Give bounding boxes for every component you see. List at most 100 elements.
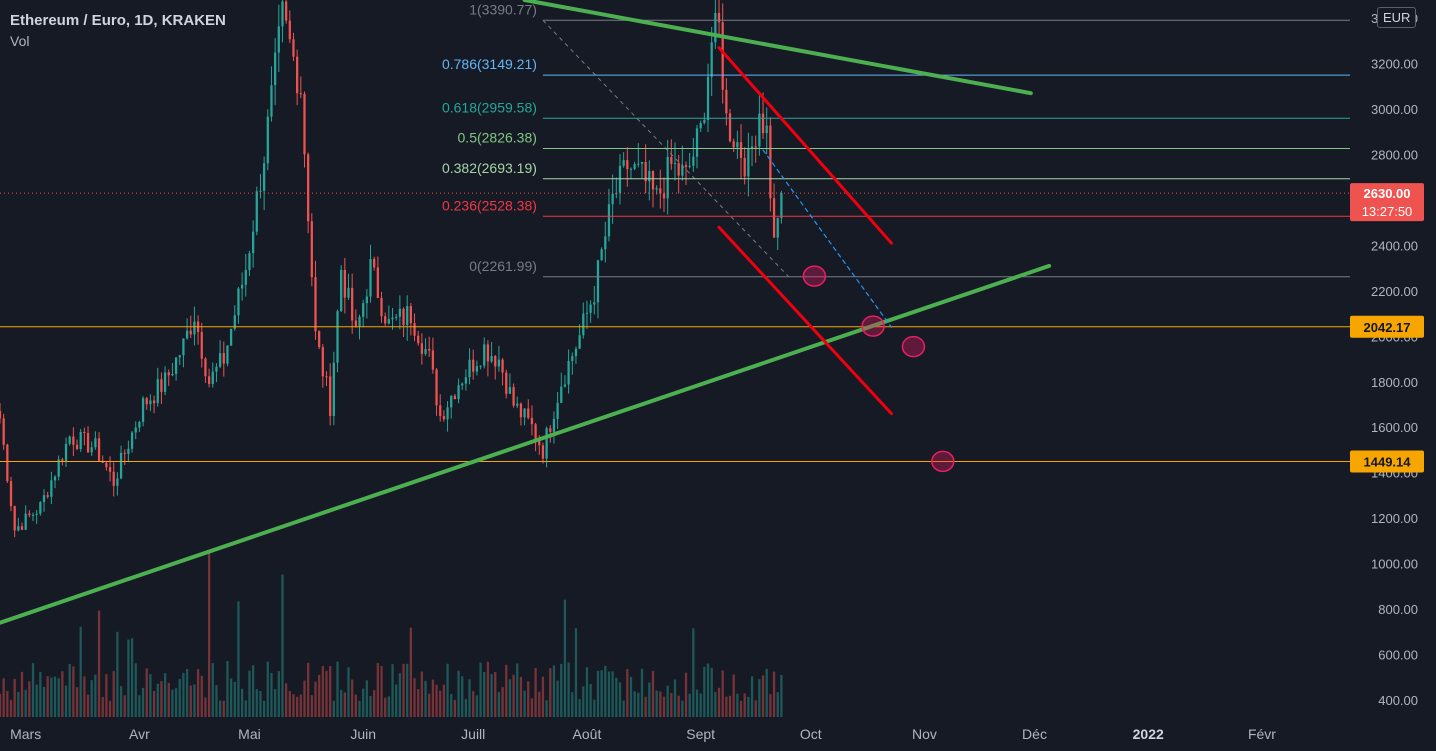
volume-bar [204,697,207,717]
candle-body [776,218,779,238]
volume-bar [318,674,321,717]
volume-bar [615,677,618,717]
target-circle-marker [861,315,885,337]
volume-bar [229,678,233,717]
candle-body [277,26,280,53]
volume-bar [527,681,530,717]
candle-body [285,1,288,21]
volume-bar [585,667,589,717]
volume-bar [200,675,203,717]
volume-bar [149,674,152,717]
candle-body [35,513,38,515]
candle-body [706,76,710,121]
volume-bar [442,684,446,717]
volume-bar [589,683,592,717]
volume-bar [64,685,68,717]
volume-bar [739,700,743,717]
volume-bar [384,697,387,717]
volume-bar [703,666,706,717]
volume-bar [351,679,354,717]
candle-body [57,459,60,477]
candle-body [644,161,647,182]
horizontal-level-price-tag-box [1350,450,1424,473]
candle-body [259,190,262,192]
fib-level-label: 0.382(2693.19) [442,160,537,176]
volume-bar [28,681,31,717]
candle-body [64,443,68,461]
candle-body [226,345,229,364]
candle-body [53,476,57,481]
candle-body [578,335,581,349]
volume-bar [83,676,86,717]
volume-bar [207,551,211,717]
price-axis-tick: 1800.00 [1371,375,1418,390]
candle-body [112,471,115,486]
candle-body [505,372,508,394]
candle-body [46,495,49,497]
volume-bar [428,693,431,717]
volume-indicator-label[interactable]: Vol [10,33,30,49]
candle-body [431,350,435,370]
volume-bar [222,700,225,717]
volume-bar [618,682,622,717]
candle-body [677,163,680,176]
volume-bar [765,668,768,717]
volume-bar [285,683,288,717]
candle-body [648,170,651,182]
candle-body [72,436,75,445]
fib-level-label: 0(2261.99) [469,258,537,274]
candle-body [163,372,167,392]
candle-body [237,288,240,316]
symbol-title[interactable]: Ethereum / Euro, 1D, KRAKEN [10,12,226,29]
volume-bar [171,689,174,717]
candle-body [516,403,519,406]
volume-bar [710,667,713,717]
volume-bar [666,685,669,717]
candle-body [369,258,372,297]
volume-bar [677,695,680,717]
candle-body [365,296,368,304]
candle-body [0,410,2,419]
volume-bar [362,688,365,717]
candle-body [354,320,357,327]
volume-bar [644,696,647,717]
volume-bar [178,679,181,717]
volume-bar [79,626,82,717]
candle-body [446,407,449,420]
candle-body [292,39,295,57]
volume-bar [336,661,339,717]
volume-bar [409,627,413,717]
candle-body [758,113,761,147]
candle-body [633,164,636,169]
candle-body [428,348,431,351]
volume-bar [607,671,611,717]
volume-bar [490,674,493,717]
volume-bar [754,700,757,717]
candle-body [266,116,269,164]
currency-button[interactable]: EUR [1377,7,1417,28]
candle-body [655,188,658,190]
candle-body [299,93,302,95]
target-circle-marker [901,335,926,358]
candle-body [714,12,717,43]
volume-bar [343,692,346,717]
volume-bar [325,670,328,717]
candle-body [251,231,255,254]
volume-bar [717,687,721,717]
volume-bar [461,676,464,717]
horizontal-level-price-tag-box [1350,315,1424,338]
candle-body [310,221,313,278]
volume-bar [780,674,783,717]
candle-body [472,359,475,372]
volume-bar [468,679,471,717]
volume-bar [119,686,123,717]
horizontal-level-price-tag: 2042.17 [1364,320,1411,335]
volume-bar [483,671,486,717]
candle-body [439,405,442,417]
candle-body [75,444,79,450]
candle-body [659,188,662,194]
candle-body [769,125,772,199]
volume-bar [505,664,508,717]
candle-body [556,402,559,419]
